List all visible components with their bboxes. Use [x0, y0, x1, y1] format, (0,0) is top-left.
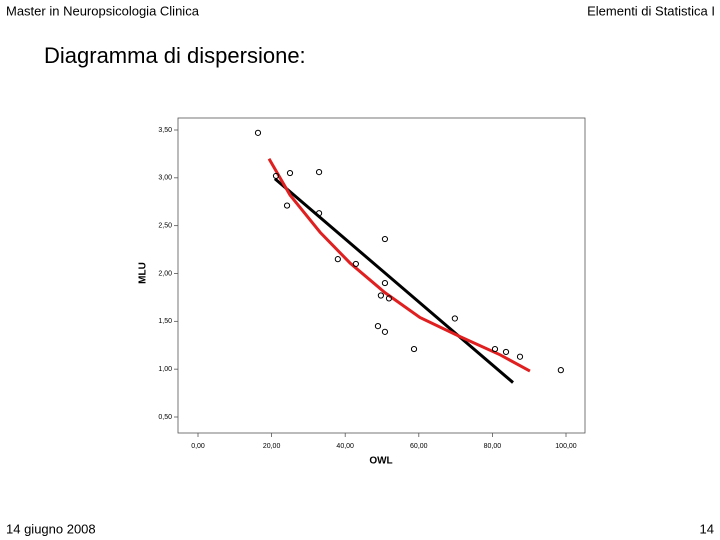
scatter-point	[451, 315, 458, 322]
scatter-point	[491, 345, 499, 353]
header-left: Master in Neuropsicologia Clinica	[6, 3, 200, 18]
x-tick-label: 40,00	[336, 443, 354, 450]
scatter-point	[385, 295, 393, 302]
y-tick-label: 3,50	[158, 127, 172, 134]
scatter-point	[334, 256, 341, 263]
x-tick-label: 80,00	[484, 443, 502, 450]
scatter-point	[286, 169, 294, 177]
scatter-point	[381, 235, 389, 243]
scatter-point	[272, 172, 280, 180]
x-tick-label: 20,00	[263, 443, 281, 450]
scatter-point	[283, 202, 291, 209]
y-tick-label: 1,50	[158, 318, 172, 325]
scatter-point	[374, 323, 382, 330]
header-right: Elementi di Statistica I	[587, 3, 715, 18]
fit-line	[273, 177, 514, 384]
scatter-point	[410, 345, 418, 353]
scatter-point	[315, 168, 323, 176]
scatter-point	[502, 348, 510, 356]
slide-title: Diagramma di dispersione:	[44, 43, 306, 68]
scatter-point	[557, 367, 564, 374]
y-tick-label: 0,50	[158, 414, 172, 421]
scatter-point	[516, 353, 524, 360]
plot-frame	[177, 117, 586, 434]
scatter-point	[381, 279, 389, 287]
x-tick-label: 100,00	[555, 443, 577, 450]
footer-right: 14	[700, 521, 714, 536]
footer-left: 14 giugno 2008	[6, 521, 96, 536]
x-axis-label: OWL	[369, 456, 392, 467]
y-tick-label: 3,00	[158, 175, 172, 182]
y-tick-label: 1,00	[158, 366, 172, 373]
scatter-point	[315, 210, 323, 217]
y-axis-label: MLU	[138, 262, 149, 284]
y-tick-label: 2,00	[158, 270, 172, 277]
fit-line	[267, 157, 531, 373]
x-tick-label: 0,00	[191, 443, 205, 450]
scatter-point	[352, 260, 359, 268]
scatter-point	[381, 328, 389, 335]
scatter-point	[377, 292, 384, 299]
x-tick-label: 60,00	[410, 443, 428, 450]
scatter-point	[254, 129, 262, 136]
y-tick-label: 2,50	[158, 223, 172, 230]
